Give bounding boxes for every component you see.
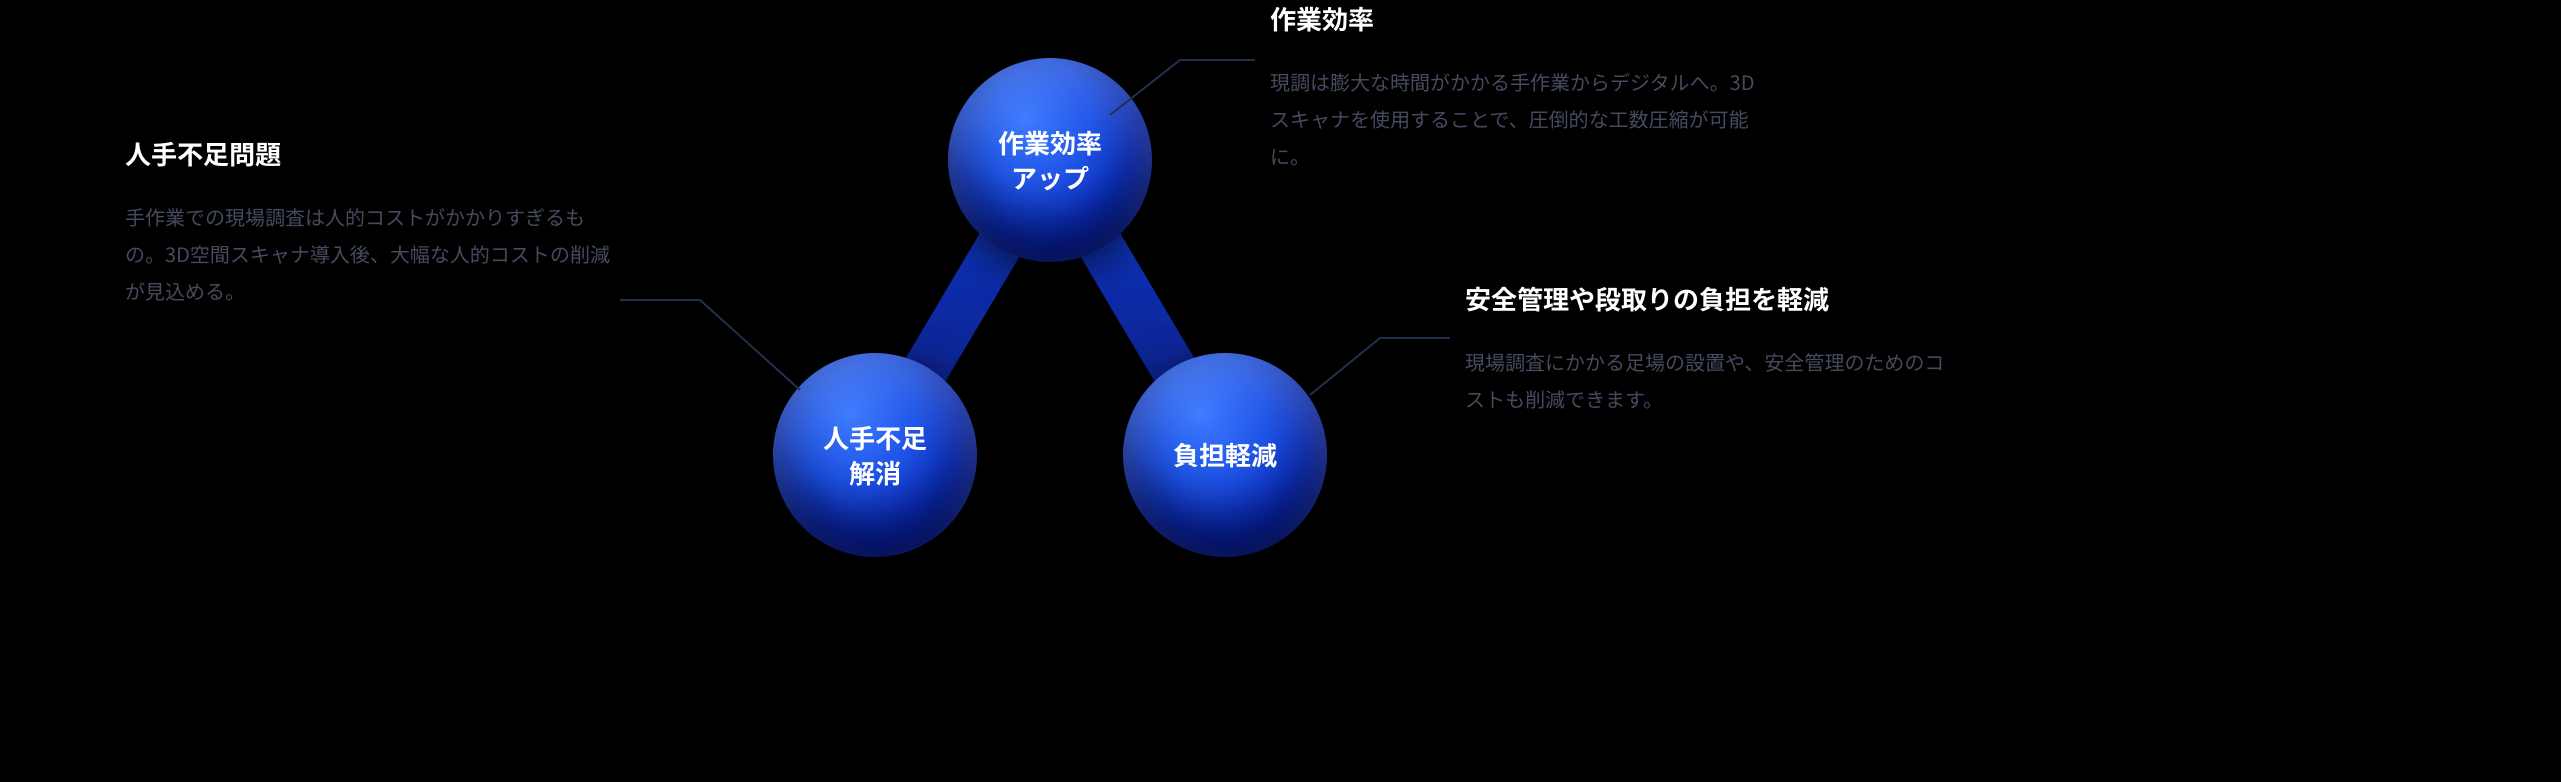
callout-top: 作業効率 現調は膨⼤な時間がかかる⼿作業からデジタルへ。3Dスキャナを使⽤するこ… — [1270, 0, 1770, 174]
leader-left — [620, 300, 800, 390]
diagram-canvas: 作業効率 アップ 人手不足 解消 負担軽減 作業効率 現調は膨⼤な時間がかかる⼿… — [0, 0, 2561, 782]
leader-top — [1110, 60, 1255, 115]
callout-top-heading: 作業効率 — [1270, 0, 1770, 37]
callout-left-heading: ⼈⼿不⾜問題 — [125, 135, 615, 172]
callout-left-body: ⼿作業での現場調査は⼈的コストがかかりすぎるもの。3D空間スキャナ導⼊後、⼤幅な… — [125, 198, 615, 309]
leader-right — [1310, 338, 1450, 395]
callout-right-body: 現場調査にかかる⾜場の設置や、安全管理のためのコストも削減できます。 — [1465, 343, 1945, 417]
callout-top-body: 現調は膨⼤な時間がかかる⼿作業からデジタルへ。3Dスキャナを使⽤することで、圧倒… — [1270, 63, 1770, 174]
callout-left: ⼈⼿不⾜問題 ⼿作業での現場調査は⼈的コストがかかりすぎるもの。3D空間スキャナ… — [125, 135, 615, 309]
callout-right: 安全管理や段取りの負担を軽減 現場調査にかかる⾜場の設置や、安全管理のためのコス… — [1465, 280, 1945, 417]
callout-right-heading: 安全管理や段取りの負担を軽減 — [1465, 280, 1945, 317]
